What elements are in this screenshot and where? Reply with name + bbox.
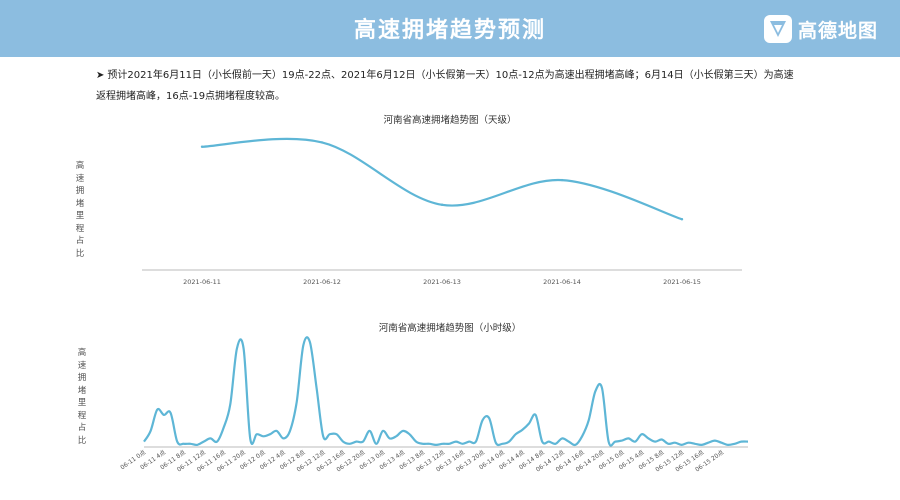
hourly-series-line [143, 336, 749, 447]
daily-chart: 2021-06-11 2021-06-12 2021-06-13 2021-06-14… [142, 137, 742, 286]
daily-data-point [320, 141, 324, 144]
daily-x-tick-label: 2021-06-11 [183, 278, 221, 286]
forecast-note-text: 预计2021年6月11日（小长假前一天）19点-22点、2021年6月12日（小… [96, 70, 794, 102]
header-bar: 高速拥堵趋势预测 高德地图 [0, 0, 900, 57]
daily-data-point [680, 218, 684, 221]
hourly-chart-title: 河南省高速拥堵趋势图（小时级） [378, 323, 522, 334]
daily-x-tick-label: 2021-06-15 [663, 278, 701, 286]
forecast-note: ➤ 预计2021年6月11日（小长假前一天）19点-22点、2021年6月12日（… [96, 65, 796, 107]
daily-x-tick-label: 2021-06-12 [303, 278, 341, 286]
logo-text: 高德地图 [797, 19, 878, 42]
daily-x-tick-label: 2021-06-14 [543, 278, 581, 286]
daily-chart-ylabel: 高速拥堵里程占比 [75, 161, 85, 259]
page-title: 高速拥堵趋势预测 [353, 18, 546, 43]
hourly-chart-ylabel: 高速拥堵里程占比 [77, 348, 87, 446]
daily-data-point [560, 178, 564, 182]
daily-x-tick-label: 2021-06-13 [423, 278, 461, 286]
bullet-arrow-icon: ➤ [96, 70, 105, 81]
brand-logo: 高德地图 [763, 14, 878, 44]
daily-data-point [200, 145, 204, 148]
amap-logo-icon [763, 15, 792, 43]
daily-chart-title: 河南省高速拥堵趋势图（天级） [383, 115, 517, 126]
daily-data-point [440, 203, 444, 206]
